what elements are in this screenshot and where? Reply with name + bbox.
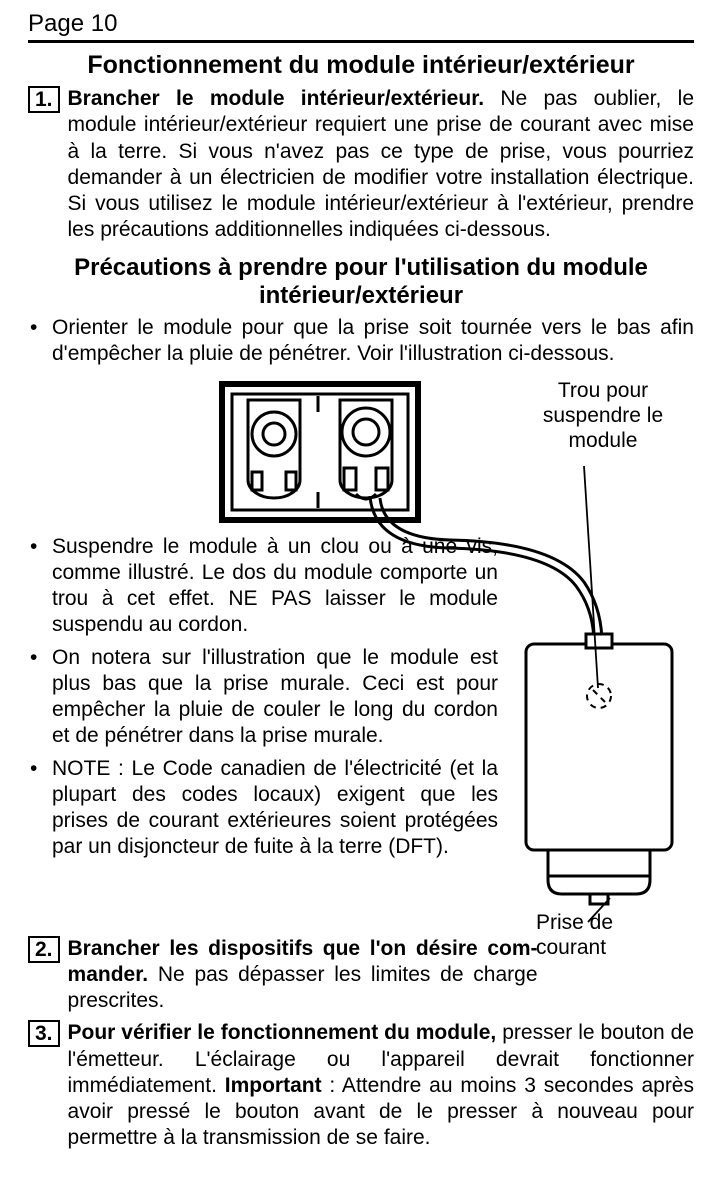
step-1-number: 1. [28, 86, 60, 113]
bullet-dot: • [28, 534, 52, 560]
side-bullets: • Suspendre le module à un clou ou à une… [28, 534, 498, 867]
precautions-title: Précautions à prendre pour l'utilisation… [28, 254, 694, 312]
step-3-number: 3. [28, 1020, 60, 1047]
step-3-text: Pour vérifier le fonctionnement du modul… [68, 1020, 694, 1151]
bullet-3: • On notera sur l'illustration que le mo… [28, 645, 498, 750]
figure-area: Trou pour suspendre le module • Suspendr… [28, 376, 694, 936]
bullet-2-text: Suspendre le module à un clou ou à une v… [52, 534, 498, 639]
bullet-2: • Suspendre le module à un clou ou à une… [28, 534, 498, 639]
label-hang-hole: Trou pour suspendre le module [518, 378, 688, 454]
step-1-text: Brancher le module intérieur/extérieur. … [68, 86, 694, 244]
bullet-4-text: NOTE : Le Code canadien de l'électricité… [52, 756, 498, 861]
step-1-lead: Brancher le module intérieur/extérieur. [68, 87, 485, 110]
bullet-dot: • [28, 315, 52, 341]
step-2-text: Brancher les dispositifs que l'on désire… [68, 936, 538, 1015]
step-3-lead: Pour vérifier le fonctionnement du modul… [68, 1021, 497, 1044]
bullet-4: • NOTE : Le Code canadien de l'électrici… [28, 756, 498, 861]
step-3-important: Important [225, 1074, 322, 1097]
main-title: Fonctionnement du module intérieur/extér… [28, 51, 694, 80]
step-1-body: Ne pas oublier, le module intérieur/exté… [68, 87, 694, 241]
step-2-number: 2. [28, 936, 60, 963]
step-1: 1. Brancher le module intérieur/extérieu… [28, 86, 694, 244]
bullet-3-text: On notera sur l'illustration que le modu… [52, 645, 498, 750]
bullet-dot: • [28, 756, 52, 782]
bullet-dot: • [28, 645, 52, 671]
step-3: 3. Pour vérifier le fonctionnement du mo… [28, 1020, 694, 1151]
label-outlet: Prise de courant [536, 910, 656, 960]
bullet-1-text: Orienter le module pour que la prise soi… [52, 315, 694, 368]
bullet-1: • Orienter le module pour que la prise s… [28, 315, 694, 368]
page: Page 10 Fonctionnement du module intérie… [0, 0, 722, 1186]
page-number: Page 10 [28, 10, 694, 43]
